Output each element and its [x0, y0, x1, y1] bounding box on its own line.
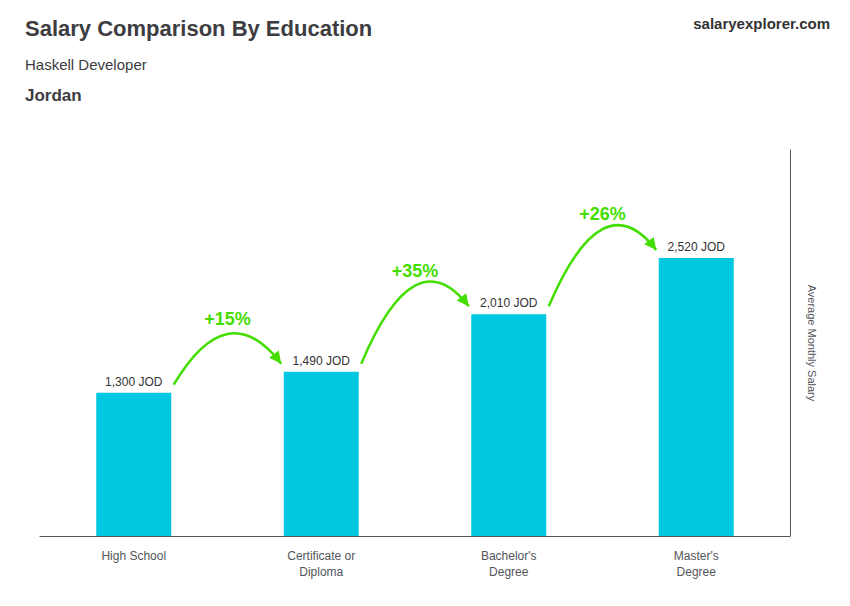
svg-text:2,520 JOD: 2,520 JOD	[668, 240, 726, 254]
svg-text:Master's: Master's	[674, 549, 719, 563]
svg-text:Average Monthly Salary: Average Monthly Salary	[806, 285, 818, 402]
svg-text:+26%: +26%	[579, 204, 626, 224]
svg-text:Certificate or: Certificate or	[287, 549, 355, 563]
svg-text:Degree: Degree	[677, 565, 717, 579]
svg-text:+15%: +15%	[204, 309, 251, 329]
svg-text:+35%: +35%	[392, 261, 439, 281]
svg-text:1,490 JOD: 1,490 JOD	[293, 354, 351, 368]
svg-text:High School: High School	[101, 549, 166, 563]
svg-text:Haskell Developer: Haskell Developer	[25, 56, 147, 73]
svg-text:Diploma: Diploma	[299, 565, 343, 579]
svg-text:2,010 JOD: 2,010 JOD	[480, 296, 538, 310]
svg-text:salaryexplorer.com: salaryexplorer.com	[693, 15, 830, 32]
svg-text:Degree: Degree	[489, 565, 529, 579]
svg-text:Salary Comparison By Education: Salary Comparison By Education	[25, 16, 372, 41]
svg-text:Bachelor's: Bachelor's	[481, 549, 537, 563]
svg-text:Jordan: Jordan	[25, 86, 82, 105]
svg-text:1,300 JOD: 1,300 JOD	[105, 375, 163, 389]
